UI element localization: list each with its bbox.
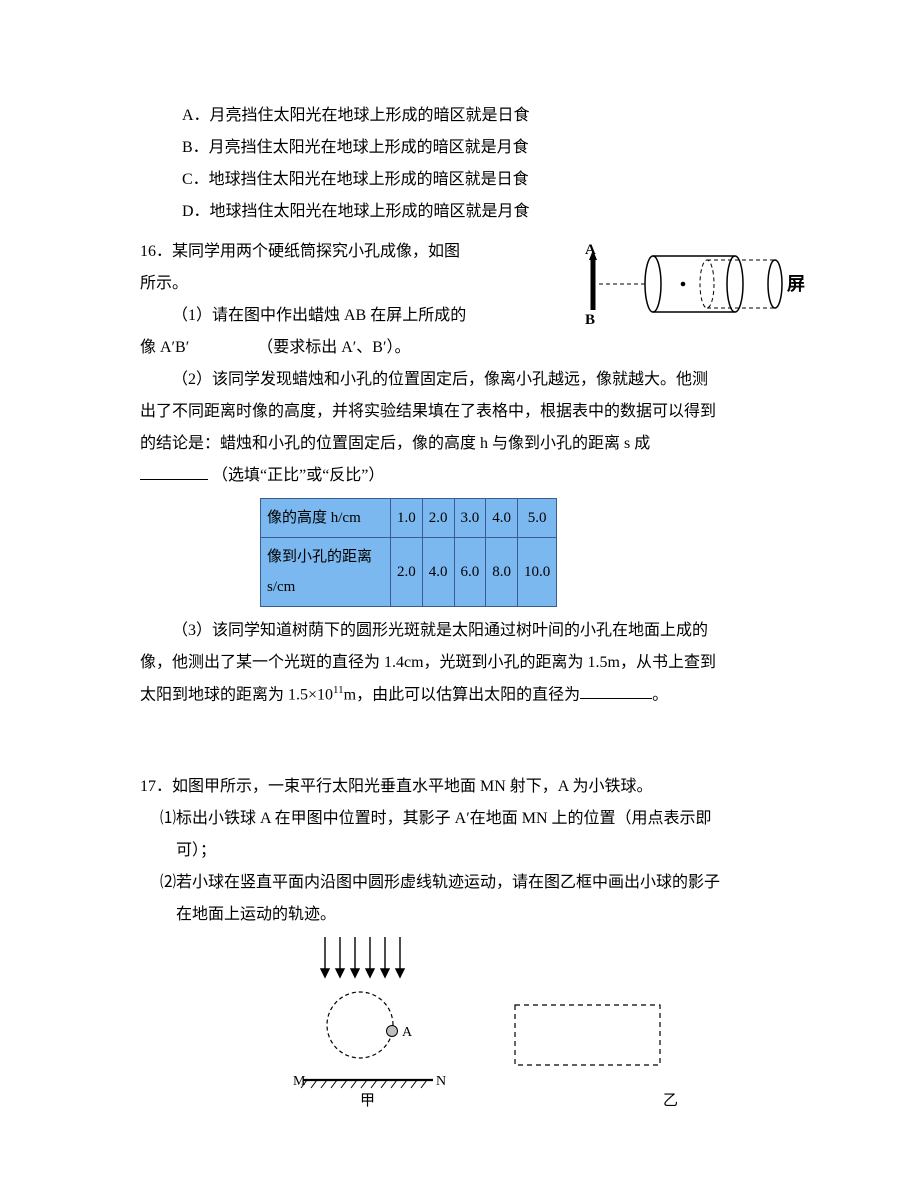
- row1-label: 像的高度 h/cm: [261, 499, 391, 538]
- cell: 6.0: [454, 538, 486, 607]
- q16-lead2: 所示。: [140, 268, 569, 300]
- label-screen: 屏: [787, 274, 805, 294]
- q16-text: 16．某同学用两个硬纸筒探究小孔成像，如图 所示。 （1）请在图中作出蜡烛 AB…: [140, 236, 569, 364]
- pinhole-diagram-icon: A B 屏: [575, 240, 810, 330]
- q16-part2c: 的结论是：蜡烛和小孔的位置固定后，像的高度 h 与像到小孔的距离 s 成: [140, 428, 810, 460]
- label-N: N: [436, 1074, 446, 1089]
- choice-a: A．月亮挡住太阳光在地球上形成的暗区就是日食: [182, 100, 810, 132]
- label-jia: 甲: [360, 1093, 375, 1109]
- q16-block: 16．某同学用两个硬纸筒探究小孔成像，如图 所示。 （1）请在图中作出蜡烛 AB…: [140, 236, 810, 364]
- table-row: 像的高度 h/cm 1.0 2.0 3.0 4.0 5.0: [261, 499, 557, 538]
- choice-d: D．地球挡住太阳光在地球上形成的暗区就是月食: [182, 196, 810, 228]
- q16-part2a: （2）该同学发现蜡烛和小孔的位置固定后，像离小孔越远，像就越大。他测: [140, 364, 810, 396]
- q17-figure-row: A M N 甲 乙: [140, 935, 810, 1122]
- cell: 10.0: [518, 538, 557, 607]
- blank-fill: [140, 461, 208, 480]
- q16-part1b: 像 A′B′: [140, 339, 189, 356]
- cell: 1.0: [391, 499, 423, 538]
- label-B: B: [585, 312, 595, 328]
- q16-part3a: （3）该同学知道树荫下的圆形光斑就是太阳通过树叶间的小孔在地面上成的: [140, 615, 810, 647]
- data-table: 像的高度 h/cm 1.0 2.0 3.0 4.0 5.0 像到小孔的距离 s/…: [260, 498, 557, 607]
- cell: 2.0: [391, 538, 423, 607]
- cell: 4.0: [486, 499, 518, 538]
- q17-p2b: 在地面上运动的轨迹。: [160, 899, 810, 931]
- q17-p1a: ⑴标出小铁球 A 在甲图中位置时，其影子 A′在地面 MN 上的位置（用点表示即: [160, 803, 810, 835]
- q16-part2-blank-line: （选填“正比”或“反比”）: [140, 460, 810, 492]
- shadow-diagram-icon: A M N 甲 乙: [265, 935, 685, 1110]
- q17-lead: 17．如图甲所示，一束平行太阳光垂直水平地面 MN 射下，A 为小铁球。: [140, 771, 810, 803]
- q16-part3c-post: m，由此可以估算出太阳的直径为: [344, 686, 580, 703]
- q16-part3b: 像，他测出了某一个光斑的直径为 1.4cm，光斑到小孔的距离为 1.5m，从书上…: [140, 647, 810, 679]
- choice-c: C．地球挡住太阳光在地球上形成的暗区就是日食: [182, 164, 810, 196]
- choice-block: A．月亮挡住太阳光在地球上形成的暗区就是日食 B．月亮挡住太阳光在地球上形成的暗…: [182, 100, 810, 228]
- cell: 2.0: [422, 499, 454, 538]
- q17-p1b: 可）；: [160, 835, 810, 867]
- label-A: A: [402, 1025, 413, 1040]
- cell: 4.0: [422, 538, 454, 607]
- q16-part3c-end: 。: [652, 686, 668, 703]
- q17-block: 17．如图甲所示，一束平行太阳光垂直水平地面 MN 射下，A 为小铁球。 ⑴标出…: [140, 771, 810, 1122]
- q16-part3c-pre: 太阳到地球的距离为 1.5×10: [140, 686, 333, 703]
- fig-jia: A M N 甲: [293, 937, 446, 1109]
- label-yi: 乙: [663, 1093, 678, 1109]
- q16-lead1: 16．某同学用两个硬纸筒探究小孔成像，如图: [140, 236, 569, 268]
- q17-p2a: ⑵若小球在竖直平面内沿图中圆形虚线轨迹运动，请在图乙框中画出小球的影子: [160, 867, 810, 899]
- cell: 3.0: [454, 499, 486, 538]
- label-M: M: [293, 1074, 306, 1089]
- q16-part1b-tail: （要求标出 A′、B′）。: [257, 339, 410, 356]
- q16-part1a: （1）请在图中作出蜡烛 AB 在屏上所成的: [140, 300, 569, 332]
- q16-figure: A B 屏: [575, 240, 810, 342]
- q16-exp: 11: [333, 684, 344, 696]
- choice-b: B．月亮挡住太阳光在地球上形成的暗区就是月食: [182, 132, 810, 164]
- fig-yi: 乙: [515, 1005, 678, 1109]
- q16-part3c-line: 太阳到地球的距离为 1.5×1011m，由此可以估算出太阳的直径为 。: [140, 679, 810, 711]
- table-row: 像到小孔的距离 s/cm 2.0 4.0 6.0 8.0 10.0: [261, 538, 557, 607]
- cell: 5.0: [518, 499, 557, 538]
- q16-part1b-line: 像 A′B′ （要求标出 A′、B′）。: [140, 332, 569, 364]
- q16-part2-tail: （选填“正比”或“反比”）: [212, 467, 384, 484]
- q16-part2b: 出了不同距离时像的高度，并将实验结果填在了表格中，根据表中的数据可以得到: [140, 396, 810, 428]
- blank-fill: [580, 680, 652, 699]
- cell: 8.0: [486, 538, 518, 607]
- row2-label: 像到小孔的距离 s/cm: [261, 538, 391, 607]
